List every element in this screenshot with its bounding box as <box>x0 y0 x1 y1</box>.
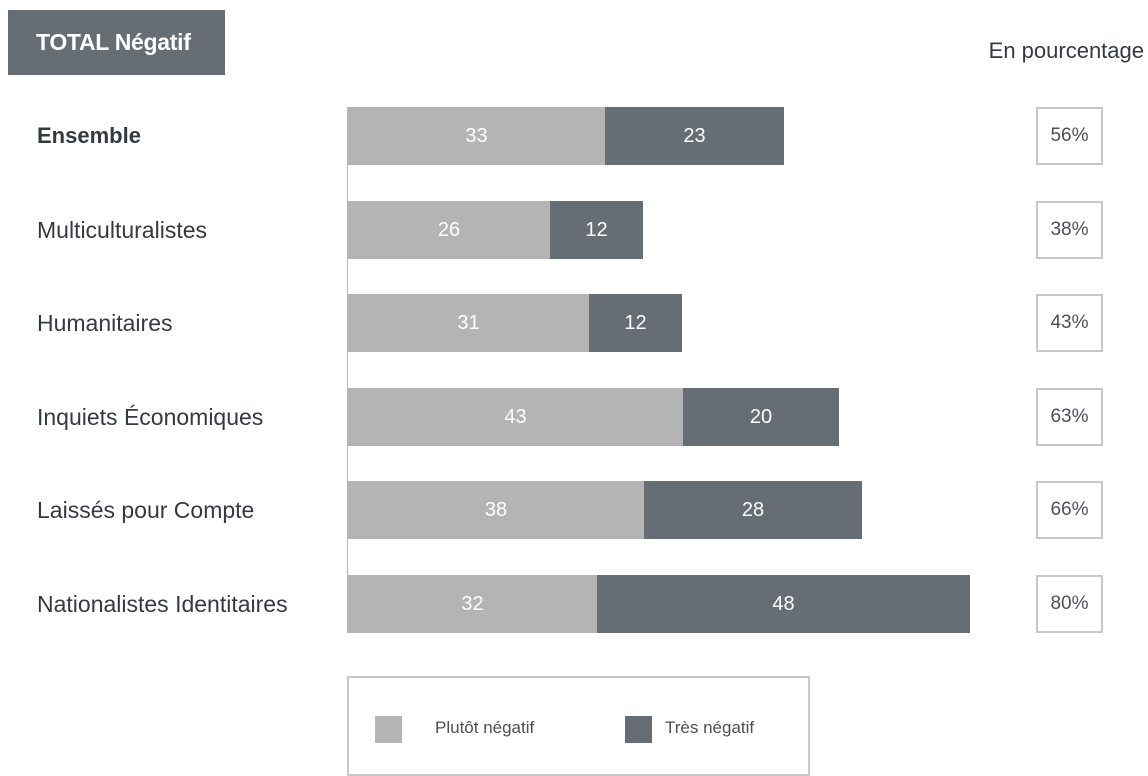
legend-swatch-plutot <box>375 716 402 743</box>
bar-plutot-negatif: 32 <box>348 575 597 633</box>
total-value: 63% <box>1036 388 1103 446</box>
total-value: 38% <box>1036 201 1103 259</box>
chart-title: TOTAL Négatif <box>8 10 225 75</box>
bar-tres-negatif: 28 <box>644 481 862 539</box>
bar-plutot-negatif: 38 <box>348 481 644 539</box>
bar-tres-negatif: 20 <box>683 388 839 446</box>
bar-tres-negatif: 12 <box>550 201 643 259</box>
total-value: 80% <box>1036 575 1103 633</box>
legend-label-plutot: Plutôt négatif <box>435 718 535 737</box>
legend-label-tres: Très négatif <box>665 718 755 737</box>
bar-value-label: 20 <box>749 405 773 428</box>
total-value: 56% <box>1036 107 1103 165</box>
bar-value-label: 12 <box>624 311 647 334</box>
bar-tres-negatif: 12 <box>589 294 682 352</box>
unit-note: En pourcentage <box>988 38 1144 63</box>
bar-value-label: 31 <box>457 311 480 334</box>
bar-value-label: 26 <box>437 218 461 241</box>
total-value: 43% <box>1036 294 1103 352</box>
category-label: Inquiets Économiques <box>37 404 264 430</box>
legend-swatch-tres <box>625 716 652 743</box>
category-label: Multiculturalistes <box>37 217 207 243</box>
total-value: 66% <box>1036 481 1103 539</box>
bar-value-label: 23 <box>683 124 706 147</box>
bar-value-label: 33 <box>465 124 488 147</box>
bar-value-label: 48 <box>772 592 795 615</box>
category-label: Humanitaires <box>37 310 173 336</box>
category-label: Laissés pour Compte <box>37 497 255 523</box>
bar-plutot-negatif: 33 <box>348 107 605 165</box>
bar-value-label: 43 <box>504 405 527 428</box>
bar-value-label: 38 <box>484 498 508 521</box>
bar-plutot-negatif: 31 <box>348 294 589 352</box>
bar-value-label: 32 <box>461 592 484 615</box>
bar-plutot-negatif: 26 <box>348 201 550 259</box>
legend: Plutôt négatif Très négatif <box>347 676 810 776</box>
bar-value-label: 12 <box>585 218 608 241</box>
bar-value-label: 28 <box>741 498 765 521</box>
category-label: Ensemble <box>37 123 141 148</box>
bar-plutot-negatif: 43 <box>348 388 683 446</box>
bar-tres-negatif: 48 <box>597 575 970 633</box>
axis-line <box>347 107 348 633</box>
bar-tres-negatif: 23 <box>605 107 784 165</box>
category-label: Nationalistes Identitaires <box>37 591 288 617</box>
